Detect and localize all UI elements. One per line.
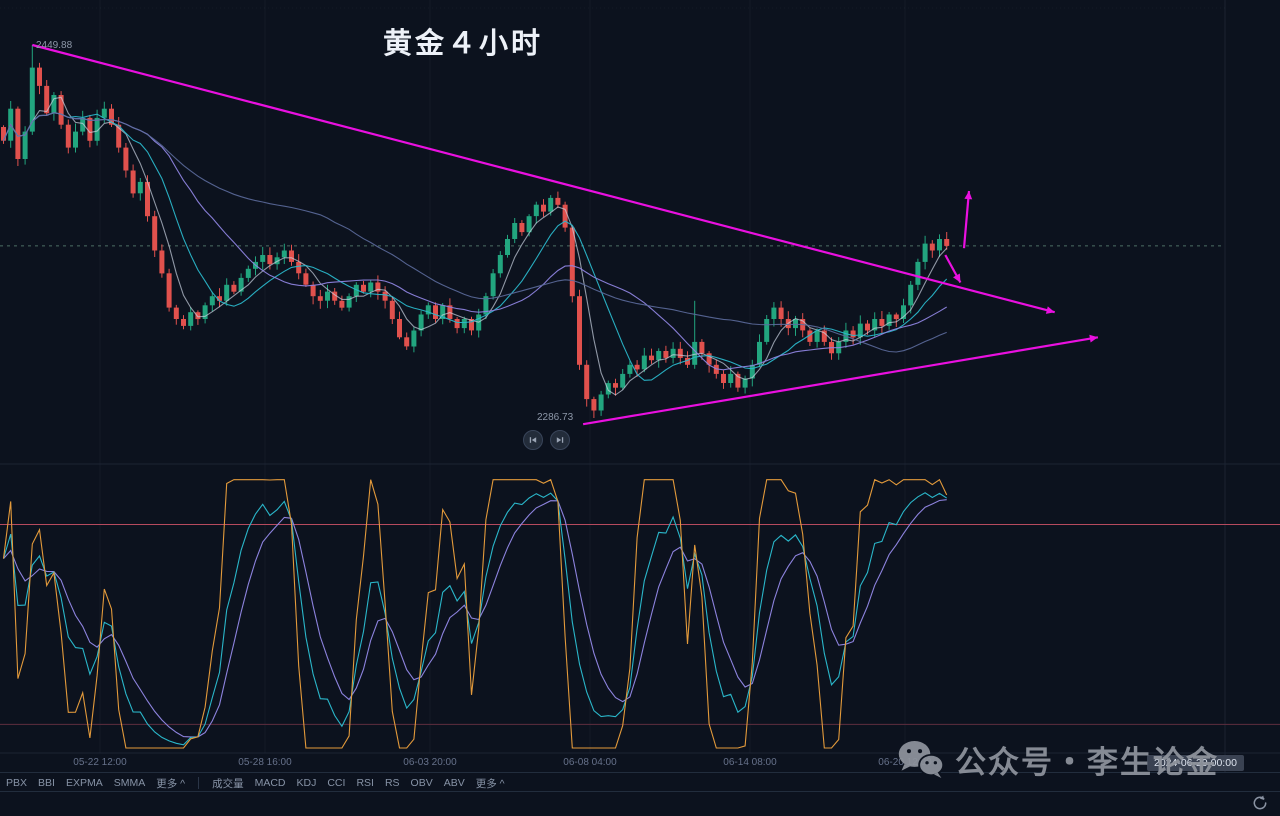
ascending-trendline [582,336,1099,426]
overlay-indicator-SMMA[interactable]: SMMA [113,777,146,789]
low-price-label: 2286.73 [537,412,574,423]
ma-line-MA45 [2,112,947,353]
axis-date-label: 06-03 20:00 [403,757,457,768]
sub-indicator-KDJ[interactable]: KDJ [296,777,317,789]
ma-line-MA20 [2,112,947,371]
ma-line-MA5 [2,96,948,396]
overlay-more-button[interactable]: 更多 ^ [156,777,186,790]
playback-step-back-button[interactable] [523,430,543,450]
toolbar-divider [198,777,200,789]
chart-title: 黄金４小时 [382,28,543,60]
watermark-text: 公众号・李生论金 [955,745,1219,781]
ascending-trendline-arrowhead [1089,334,1098,343]
axis-date-label: 05-22 12:00 [73,757,127,768]
sub-indicator-ABV[interactable]: ABV [443,777,465,789]
skip-back-icon [529,437,537,443]
overlay-indicator-EXPMA[interactable]: EXPMA [65,777,103,789]
breakout-arrow-arrowhead [964,191,973,200]
overlay-indicator-BBI[interactable]: BBI [38,777,55,789]
sub-indicator-MACD[interactable]: MACD [254,777,286,789]
axis-date-label: 06-08 04:00 [563,757,617,768]
descending-trendline [32,43,1055,314]
playback-step-forward-button[interactable] [550,430,570,450]
sub-indicator-RS[interactable]: RS [384,777,400,789]
ma-line-MA10 [2,112,948,381]
high-price-label: 2449.88 [36,40,73,51]
refresh-button[interactable] [1251,794,1269,812]
watermark: 公众号・李生论金 [896,737,1219,782]
axis-date-label: 06-14 08:00 [723,757,777,768]
skip-forward-icon [556,437,564,443]
breakout-arrow [962,190,971,249]
indicator-toolbar: PBX BBI EXPMA SMMA 更多 ^ 成交量 MACD KDJ CCI RSI RS OBV… [0,774,1280,792]
sub-indicator-CCI[interactable]: CCI [327,777,346,789]
axis-date-label: 05-28 16:00 [238,757,292,768]
wechat-icon [898,740,945,779]
descending-trendline-arrowhead [1045,306,1055,314]
overlay-indicator-PBX[interactable]: PBX [6,777,28,789]
indicator-line-J [2,478,948,749]
sub-more-button[interactable]: 更多 ^ [475,777,505,790]
sub-indicator-成交量[interactable]: 成交量 [212,777,244,790]
sub-indicator-RSI[interactable]: RSI [356,777,374,789]
pullback-arrow-arrowhead [953,273,961,283]
current-date-label: 2024-06-29 00:00 [1147,755,1244,771]
indicator-line-D [3,499,947,738]
refresh-icon [1253,795,1267,810]
indicator-line-K [2,492,948,746]
sub-indicator-OBV[interactable]: OBV [410,777,433,789]
